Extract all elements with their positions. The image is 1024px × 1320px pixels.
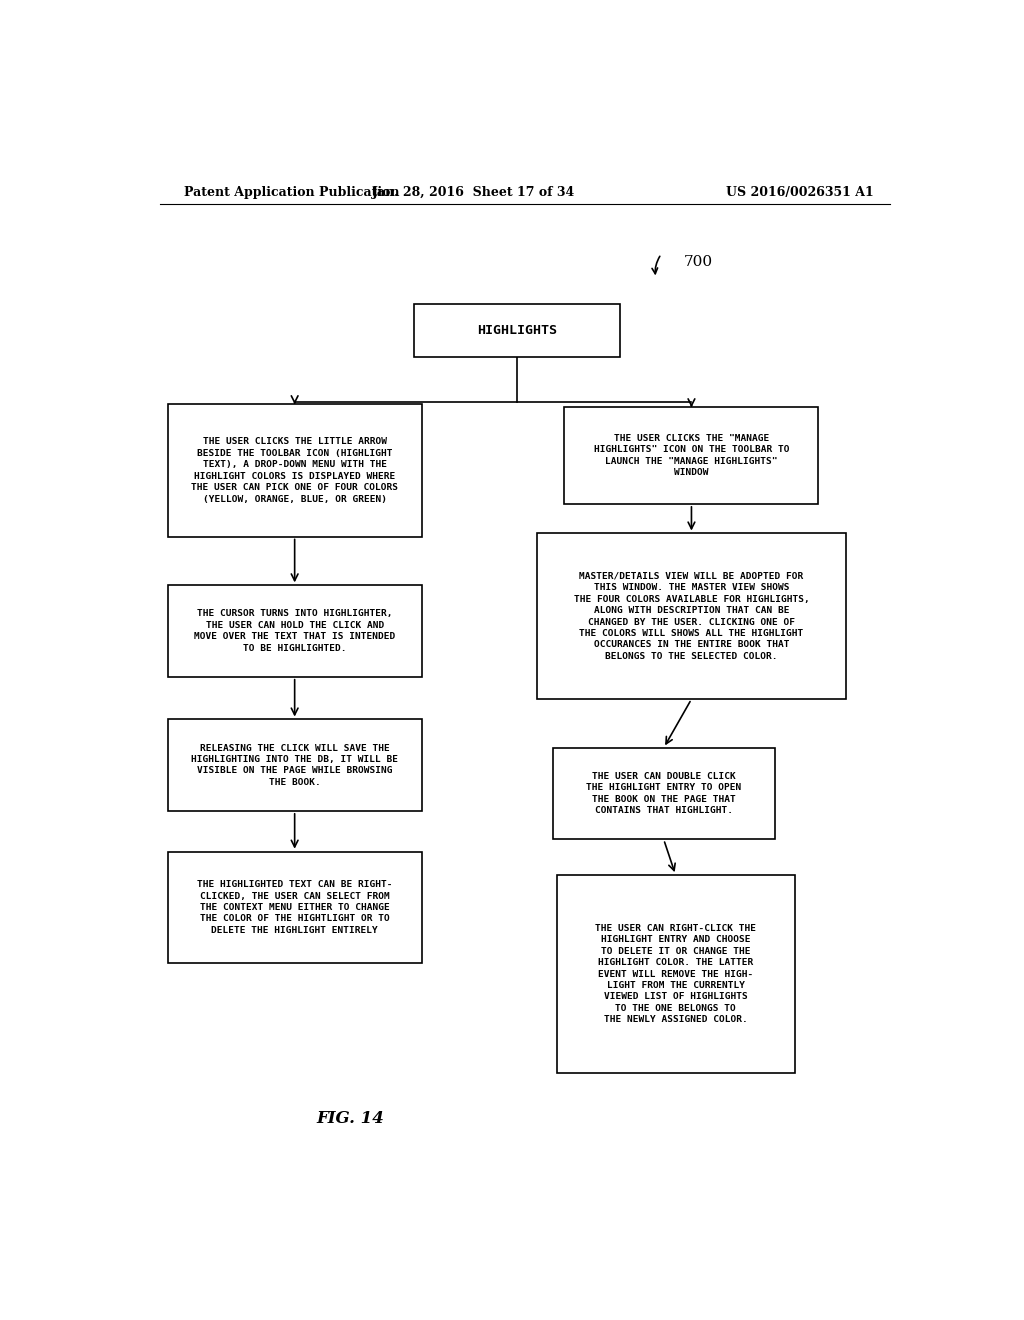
- Text: THE HIGHLIGHTED TEXT CAN BE RIGHT-
CLICKED, THE USER CAN SELECT FROM
THE CONTEXT: THE HIGHLIGHTED TEXT CAN BE RIGHT- CLICK…: [197, 880, 392, 935]
- Text: HIGHLIGHTS: HIGHLIGHTS: [477, 323, 557, 337]
- Text: THE USER CAN DOUBLE CLICK
THE HIGHLIGHT ENTRY TO OPEN
THE BOOK ON THE PAGE THAT
: THE USER CAN DOUBLE CLICK THE HIGHLIGHT …: [586, 772, 741, 816]
- FancyBboxPatch shape: [564, 408, 818, 504]
- Text: Patent Application Publication: Patent Application Publication: [183, 186, 399, 199]
- Text: MASTER/DETAILS VIEW WILL BE ADOPTED FOR
THIS WINDOW. THE MASTER VIEW SHOWS
THE F: MASTER/DETAILS VIEW WILL BE ADOPTED FOR …: [573, 572, 809, 661]
- Text: FIG. 14: FIG. 14: [316, 1110, 384, 1127]
- FancyBboxPatch shape: [168, 585, 422, 677]
- Text: THE CURSOR TURNS INTO HIGHLIGHTER,
THE USER CAN HOLD THE CLICK AND
MOVE OVER THE: THE CURSOR TURNS INTO HIGHLIGHTER, THE U…: [194, 610, 395, 652]
- Text: RELEASING THE CLICK WILL SAVE THE
HIGHLIGHTING INTO THE DB, IT WILL BE
VISIBLE O: RELEASING THE CLICK WILL SAVE THE HIGHLI…: [191, 743, 398, 787]
- FancyBboxPatch shape: [557, 875, 795, 1073]
- FancyBboxPatch shape: [168, 851, 422, 964]
- FancyBboxPatch shape: [168, 719, 422, 810]
- Text: THE USER CAN RIGHT-CLICK THE
HIGHLIGHT ENTRY AND CHOOSE
TO DELETE IT OR CHANGE T: THE USER CAN RIGHT-CLICK THE HIGHLIGHT E…: [595, 924, 756, 1024]
- Text: THE USER CLICKS THE LITTLE ARROW
BESIDE THE TOOLBAR ICON (HIGHLIGHT
TEXT), A DRO: THE USER CLICKS THE LITTLE ARROW BESIDE …: [191, 437, 398, 503]
- FancyBboxPatch shape: [168, 404, 422, 536]
- FancyBboxPatch shape: [537, 533, 846, 700]
- Text: THE USER CLICKS THE "MANAGE
HIGHLIGHTS" ICON ON THE TOOLBAR TO
LAUNCH THE "MANAG: THE USER CLICKS THE "MANAGE HIGHLIGHTS" …: [594, 434, 790, 478]
- FancyBboxPatch shape: [414, 304, 620, 356]
- Text: 700: 700: [684, 255, 713, 269]
- Text: Jan. 28, 2016  Sheet 17 of 34: Jan. 28, 2016 Sheet 17 of 34: [372, 186, 574, 199]
- FancyBboxPatch shape: [553, 748, 775, 840]
- Text: US 2016/0026351 A1: US 2016/0026351 A1: [726, 186, 873, 199]
